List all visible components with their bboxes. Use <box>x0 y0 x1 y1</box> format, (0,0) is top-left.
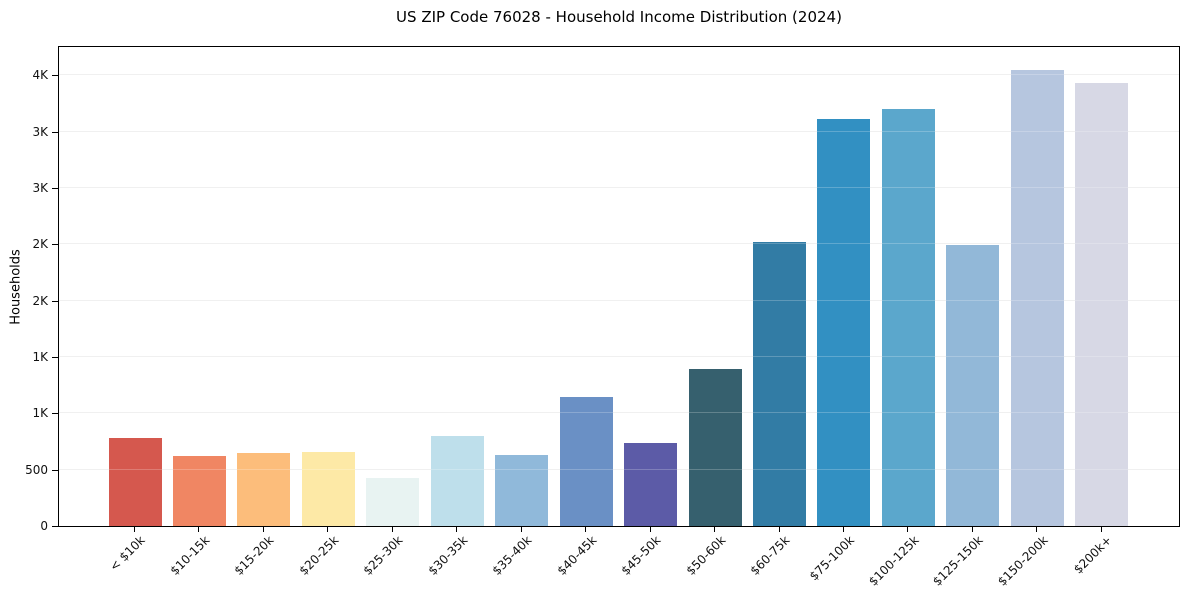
bar-$15-20k <box>237 452 291 526</box>
x-tick-mark <box>585 527 587 532</box>
x-tick-mark <box>198 527 200 532</box>
bar-$35-40k <box>495 455 549 526</box>
x-tick-mark <box>649 527 651 532</box>
x-tick-label: $50-60k <box>683 533 728 578</box>
chart-title: US ZIP Code 76028 - Household Income Dis… <box>396 8 842 26</box>
x-tick-label: $75-100k <box>806 533 857 584</box>
y-axis-label: Households <box>8 249 24 325</box>
y-tick-mark <box>52 75 58 77</box>
y-tick-label: 2K <box>32 237 48 252</box>
x-tick-label: $10-15k <box>167 533 213 578</box>
x-tick-label: < $10k <box>107 533 148 574</box>
gridline <box>59 412 1179 414</box>
gridline-overlay <box>59 243 1179 245</box>
bar-$100-125k <box>881 109 935 526</box>
y-tick-label: 500 <box>25 462 48 477</box>
bar-$45-50k <box>624 442 678 526</box>
x-tick-label: $125-150k <box>930 533 986 589</box>
x-tick-label: $40-45k <box>554 533 600 578</box>
x-tick-mark <box>907 527 909 532</box>
gridline-overlay <box>59 468 1179 470</box>
y-tick-mark <box>52 413 58 415</box>
gridline <box>59 130 1179 132</box>
y-tick-label: 3K <box>32 124 48 139</box>
y-tick-label: 2K <box>32 293 48 308</box>
x-tick-mark <box>456 527 458 532</box>
x-tick-label: $30-35k <box>425 533 471 578</box>
x-tick-mark <box>391 527 393 532</box>
gridline <box>59 468 1179 470</box>
x-tick-mark <box>842 527 844 532</box>
gridline-overlay <box>59 412 1179 414</box>
x-tick-mark <box>327 527 329 532</box>
x-tick-mark <box>134 527 135 532</box>
x-tick-mark <box>971 527 973 532</box>
plot-area <box>58 46 1180 527</box>
bar-$200k+ <box>1075 83 1129 526</box>
x-tick-label: $150-200k <box>994 533 1051 589</box>
x-tick-label: $100-125k <box>865 533 922 589</box>
x-tick-mark <box>778 527 780 532</box>
bar-$150-200k <box>1010 69 1064 526</box>
bar-$20-25k <box>301 452 355 526</box>
bar-$30-35k <box>430 436 484 526</box>
y-tick-mark <box>52 469 58 471</box>
gridline-overlay <box>59 355 1179 357</box>
gridline-overlay <box>59 130 1179 132</box>
x-tick-label: $20-25k <box>296 533 342 578</box>
gridline <box>59 186 1179 188</box>
x-tick-mark <box>520 527 522 532</box>
bar-$75-100k <box>817 118 871 526</box>
gridline <box>59 299 1179 301</box>
gridline-overlay <box>59 299 1179 301</box>
x-tick-label: $25-30k <box>360 533 406 578</box>
bar-$25-30k <box>366 478 420 526</box>
y-tick-mark <box>52 187 58 189</box>
bar-$60-75k <box>753 241 806 526</box>
x-tick-label: $60-75k <box>747 533 793 578</box>
x-tick-label: $200k+ <box>1071 533 1115 577</box>
y-tick-label: 0 <box>40 519 48 533</box>
y-tick-mark <box>52 356 58 358</box>
x-tick-label: $45-50k <box>618 533 664 578</box>
y-tick-mark <box>52 526 58 527</box>
x-tick-label: $35-40k <box>489 533 535 578</box>
y-tick-mark <box>52 244 58 246</box>
x-tick-mark <box>1100 527 1102 532</box>
bar-$50-60k <box>688 369 742 526</box>
y-tick-label: 4K <box>32 68 48 83</box>
y-tick-label: 1K <box>32 349 48 364</box>
y-tick-mark <box>52 131 58 133</box>
y-tick-label: 1K <box>32 406 48 421</box>
gridline <box>59 74 1179 76</box>
x-tick-mark <box>1036 527 1038 532</box>
x-tick-mark <box>714 527 716 532</box>
bar-$10-15k <box>172 456 226 526</box>
y-tick-label: 3K <box>32 180 48 195</box>
gridline-overlay <box>59 74 1179 76</box>
bar-$40-45k <box>559 396 613 526</box>
bar-$125-150k <box>946 244 1000 526</box>
gridline-overlay <box>59 186 1179 188</box>
bar-< $10k <box>108 438 162 526</box>
x-tick-label: $15-20k <box>231 533 277 578</box>
gridline <box>59 355 1179 357</box>
gridline <box>59 243 1179 245</box>
y-tick-mark <box>52 300 58 302</box>
x-tick-mark <box>262 527 264 532</box>
